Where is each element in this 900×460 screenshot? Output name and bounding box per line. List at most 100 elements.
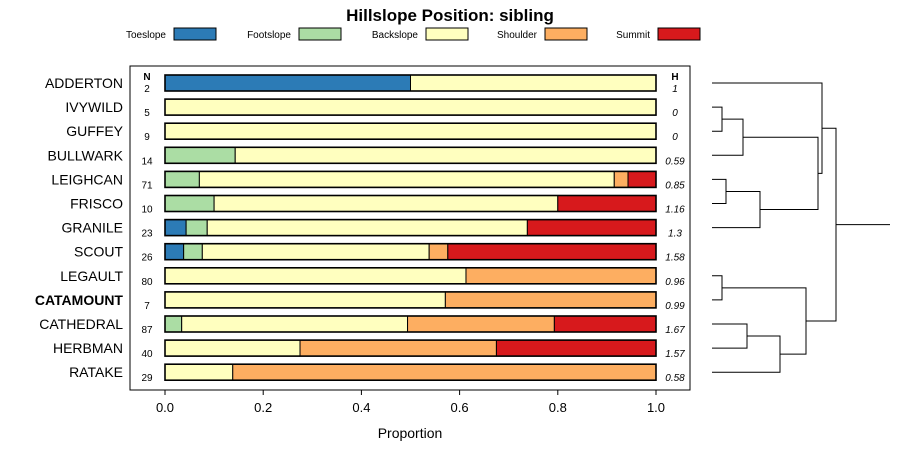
n-column-header: N (143, 72, 150, 83)
h-value: 1.16 (665, 205, 685, 216)
bar-segment-footslope (164, 146, 236, 164)
bar-row: ADDERTON 2 1 (45, 74, 678, 95)
bar-segment-summit (447, 243, 657, 261)
bar-row: SCOUT 26 1.58 (74, 242, 685, 264)
legend-swatch-toeslope (173, 27, 217, 41)
bar-segment-backslope (206, 219, 528, 237)
bar-row: CATHEDRAL 87 1.67 (39, 315, 685, 336)
bar-outline (164, 170, 657, 189)
bar-outline (164, 98, 657, 116)
row-label: LEIGHCAN (51, 171, 123, 187)
h-value: 0.85 (665, 180, 685, 191)
dendrogram (712, 82, 890, 373)
dendrogram-branch (712, 335, 781, 373)
legend-swatch-footslope (298, 27, 342, 41)
h-value: 0.99 (665, 301, 685, 312)
dendrogram-branch (722, 287, 807, 355)
bar-segment-backslope (164, 363, 234, 381)
row-label: CATAMOUNT (35, 292, 124, 308)
h-value: 0.58 (665, 373, 685, 384)
row-label: RATAKE (69, 364, 123, 380)
bar-row: GRANILE 23 1.3 (62, 218, 682, 240)
row-label: ADDERTON (45, 75, 123, 91)
dendrogram-branch (712, 190, 761, 229)
bar-segment-summit (526, 219, 657, 237)
bar-segment-footslope (164, 170, 200, 188)
legend-label-summit: Summit (616, 30, 650, 41)
bar-segment-backslope (164, 339, 301, 357)
bar-outline (164, 266, 657, 285)
bar-rows: ADDERTON 2 1 IVYWILD 5 0 GUFFEY 9 0 BULLWARK 14 0.5… (35, 74, 685, 384)
h-value: 0.96 (665, 277, 685, 288)
bar-row: RATAKE 29 0.58 (69, 363, 685, 384)
dendrogram-branch (712, 323, 748, 349)
h-value: 1.57 (665, 349, 685, 360)
bar-outline (164, 315, 657, 333)
n-count: 87 (141, 325, 153, 336)
h-value: 0.59 (665, 156, 685, 167)
x-tick-label: 0.8 (549, 400, 567, 415)
row-label: SCOUT (74, 244, 123, 260)
legend-label-backslope: Backslope (372, 30, 419, 41)
row-label: GUFFEY (66, 123, 123, 139)
bar-segment-footslope (164, 315, 183, 333)
bar-row: BULLWARK 14 0.59 (48, 146, 685, 167)
n-count: 2 (144, 84, 150, 95)
bar-row: LEIGHCAN 71 0.85 (51, 170, 685, 191)
bar-segment-backslope (164, 98, 657, 116)
bar-segment-footslope (185, 219, 208, 237)
bar-outline (164, 194, 657, 213)
legend-swatch-shoulder (544, 27, 588, 41)
bar-segment-backslope (164, 267, 467, 285)
dendrogram-branch (712, 275, 723, 301)
dendrogram-branch (712, 118, 744, 156)
bar-row: LEGAULT 80 0.96 (60, 266, 685, 288)
h-value: 1.3 (668, 229, 682, 240)
x-tick-label: 0.4 (352, 400, 370, 415)
bar-segment-backslope (181, 315, 409, 333)
bar-segment-toeslope (164, 74, 411, 92)
x-tick-label: 0.2 (254, 400, 272, 415)
n-count: 14 (141, 156, 153, 167)
x-tick-label: 0.6 (451, 400, 469, 415)
n-count: 71 (141, 180, 153, 191)
bar-segment-summit (553, 315, 657, 333)
x-axis-label: Proportion (378, 425, 443, 441)
legend-label-footslope: Footslope (247, 30, 291, 41)
n-count: 26 (141, 253, 153, 264)
dendrogram-branch (712, 106, 723, 132)
row-label: IVYWILD (65, 99, 123, 115)
h-value: 1.67 (665, 325, 685, 336)
bar-segment-shoulder (444, 291, 657, 309)
bar-row: FRISCO 10 1.16 (70, 194, 685, 216)
n-count: 40 (141, 349, 153, 360)
n-count: 29 (141, 373, 153, 384)
row-label: BULLWARK (48, 147, 124, 163)
legend-label-shoulder: Shoulder (497, 30, 538, 41)
bar-outline (164, 242, 657, 261)
chart-title: Hillslope Position: sibling (346, 6, 554, 25)
dendrogram-branch (712, 178, 727, 204)
row-label: FRISCO (70, 196, 123, 212)
bar-outline (164, 218, 657, 237)
bar-segment-backslope (410, 74, 657, 92)
n-count: 9 (144, 132, 150, 143)
bar-segment-shoulder (407, 315, 555, 333)
dendrogram-branch (712, 82, 823, 174)
bar-row: GUFFEY 9 0 (66, 122, 678, 143)
row-label: CATHEDRAL (39, 316, 123, 332)
bar-segment-toeslope (164, 219, 187, 237)
bar-segment-backslope (201, 243, 430, 261)
plot-frame (129, 65, 691, 391)
row-label: GRANILE (62, 220, 123, 236)
h-value: 0 (672, 108, 678, 119)
bar-row: IVYWILD 5 0 (65, 98, 678, 119)
bar-segment-backslope (164, 122, 657, 140)
x-tick-label: 1.0 (647, 400, 665, 415)
bar-segment-toeslope (164, 243, 185, 261)
bar-outline (164, 339, 657, 357)
n-count: 5 (144, 108, 150, 119)
h-value: 1 (672, 84, 678, 95)
bar-segment-backslope (164, 291, 446, 309)
